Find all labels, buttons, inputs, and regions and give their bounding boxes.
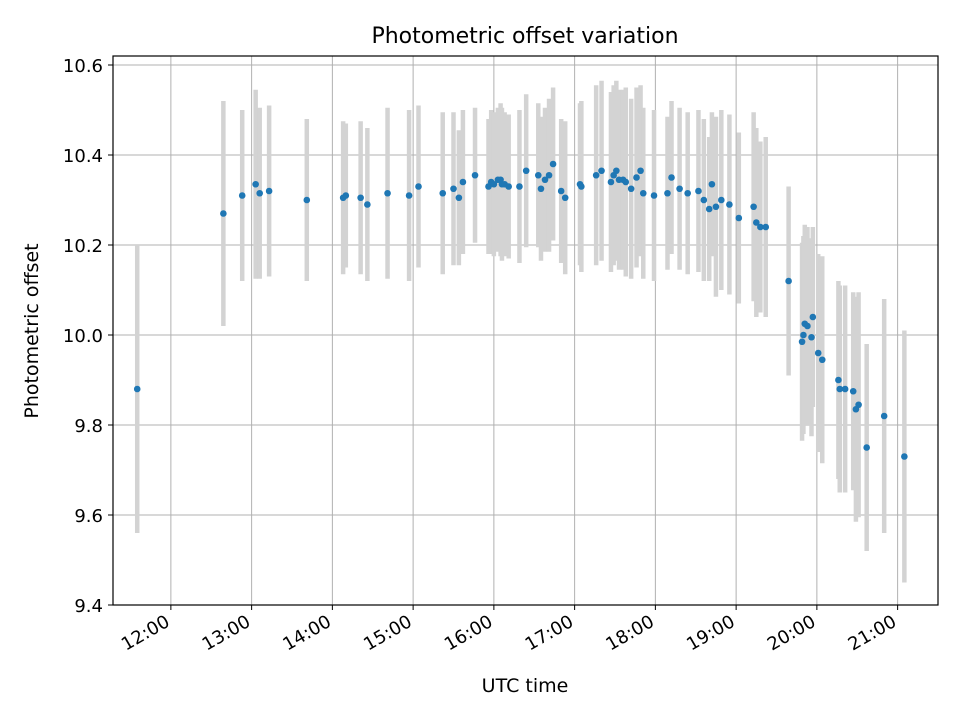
data-point xyxy=(637,167,644,175)
data-point xyxy=(700,196,708,204)
data-point xyxy=(726,201,733,208)
data-point xyxy=(557,187,565,195)
data-point xyxy=(785,277,792,285)
data-point xyxy=(855,401,862,409)
x-axis-label: UTC time xyxy=(482,675,569,697)
data-point xyxy=(863,444,870,451)
data-point xyxy=(835,376,842,384)
data-point xyxy=(753,219,760,226)
data-point xyxy=(633,174,640,181)
data-point xyxy=(901,453,908,460)
data-point xyxy=(592,171,600,179)
data-point xyxy=(849,387,857,395)
y-tick-label: 10.0 xyxy=(63,326,103,347)
data-point xyxy=(798,338,806,346)
data-point xyxy=(757,223,764,231)
data-point xyxy=(836,385,844,393)
data-point xyxy=(265,187,273,195)
data-point xyxy=(622,178,630,186)
data-point xyxy=(450,185,457,193)
data-point xyxy=(252,180,259,188)
data-point xyxy=(750,203,757,211)
y-tick-label: 10.4 xyxy=(63,146,103,167)
data-point xyxy=(718,196,725,204)
data-point xyxy=(880,412,888,420)
data-point xyxy=(762,223,770,231)
data-point xyxy=(364,201,371,208)
data-point xyxy=(415,183,422,190)
y-tick-label: 9.8 xyxy=(74,416,103,437)
data-point xyxy=(439,189,447,197)
data-point xyxy=(708,180,716,188)
chart-title: Photometric offset variation xyxy=(371,24,678,49)
data-point xyxy=(627,185,635,193)
y-tick: 10.2 xyxy=(63,236,113,257)
data-point xyxy=(471,171,479,179)
data-point xyxy=(800,331,807,339)
data-point xyxy=(133,385,141,393)
data-point xyxy=(303,196,311,204)
data-point xyxy=(357,194,364,202)
data-point xyxy=(841,385,849,393)
data-point xyxy=(804,322,811,330)
grid xyxy=(113,56,938,606)
data-point xyxy=(455,194,463,202)
data-point xyxy=(516,183,523,190)
data-point xyxy=(735,214,743,222)
y-tick: 9.6 xyxy=(74,506,113,527)
data-point xyxy=(220,210,227,217)
data-point xyxy=(541,176,549,184)
y-axis-ticks: 9.4 9.6 9.8 10.0 10.2 10.4 10.6 xyxy=(63,56,113,617)
data-point xyxy=(405,192,413,199)
data-point xyxy=(598,167,605,175)
data-point xyxy=(684,189,691,197)
data-point xyxy=(505,183,512,190)
data-point xyxy=(537,185,545,193)
data-point xyxy=(342,192,350,199)
data-point xyxy=(650,192,658,199)
data-point xyxy=(809,313,817,321)
data-point xyxy=(712,203,720,211)
y-axis-label: Photometric offset xyxy=(21,243,43,418)
data-point xyxy=(808,333,815,341)
data-point xyxy=(639,189,647,197)
data-point xyxy=(814,349,822,357)
data-point xyxy=(676,185,683,193)
data-point xyxy=(534,171,542,179)
data-point xyxy=(607,178,615,186)
y-tick: 10.6 xyxy=(63,56,113,77)
y-tick-label: 10.6 xyxy=(63,56,103,77)
data-point xyxy=(522,167,530,175)
data-point xyxy=(613,167,620,175)
data-point xyxy=(578,183,585,190)
data-point xyxy=(664,189,671,197)
data-point xyxy=(818,356,826,364)
y-tick: 9.4 xyxy=(74,596,113,617)
data-point xyxy=(561,194,569,202)
data-point xyxy=(490,180,498,188)
y-tick: 9.8 xyxy=(74,416,113,437)
data-point xyxy=(545,171,553,179)
y-tick-label: 9.4 xyxy=(74,596,103,617)
data-points xyxy=(133,160,908,460)
y-tick-label: 9.6 xyxy=(74,506,103,527)
data-point xyxy=(695,187,702,195)
data-point xyxy=(549,160,557,168)
y-tick: 10.4 xyxy=(63,146,113,167)
data-point xyxy=(668,174,675,181)
data-point xyxy=(459,178,467,186)
plot-frame xyxy=(112,55,939,606)
y-tick-label: 10.2 xyxy=(63,236,103,257)
data-point xyxy=(256,189,263,197)
data-point xyxy=(705,205,713,213)
y-tick: 10.0 xyxy=(63,326,113,347)
data-point xyxy=(384,189,391,197)
data-point xyxy=(238,192,246,199)
